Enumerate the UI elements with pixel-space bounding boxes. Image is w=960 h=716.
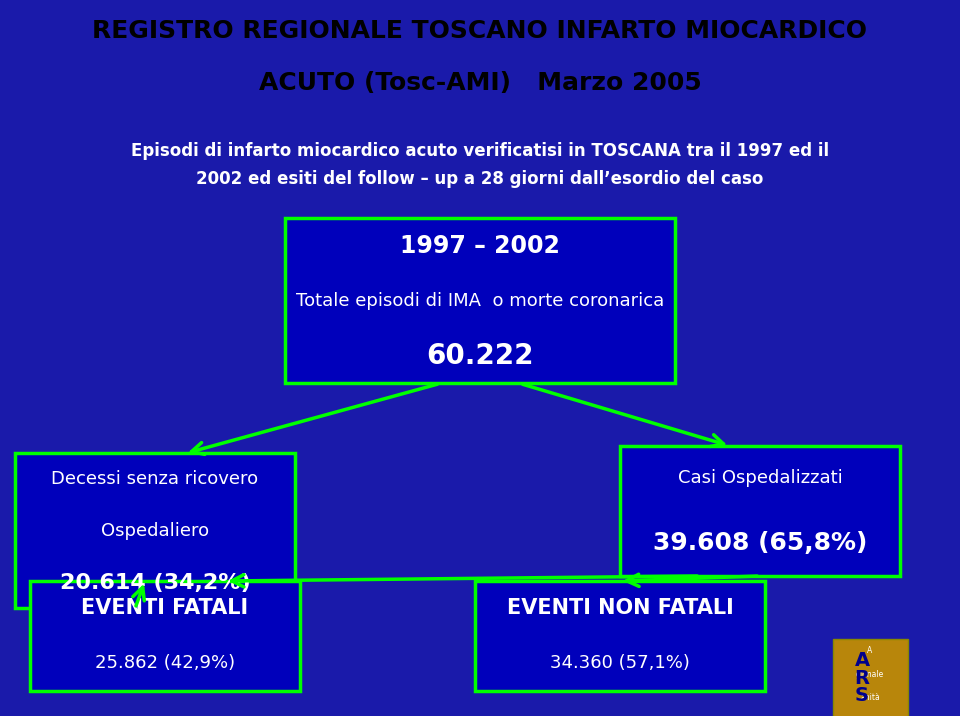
- Text: 25.862 (42,9%): 25.862 (42,9%): [95, 654, 235, 672]
- FancyBboxPatch shape: [620, 446, 900, 576]
- Text: 20.614 (34,2%): 20.614 (34,2%): [60, 573, 251, 593]
- FancyBboxPatch shape: [30, 581, 300, 691]
- Text: REGISTRO REGIONALE TOSCANO INFARTO MIOCARDICO: REGISTRO REGIONALE TOSCANO INFARTO MIOCA…: [92, 19, 868, 43]
- Text: 39.608 (65,8%): 39.608 (65,8%): [653, 531, 867, 556]
- Text: 34.360 (57,1%): 34.360 (57,1%): [550, 654, 690, 672]
- Text: A: A: [854, 651, 870, 670]
- Text: S: S: [855, 686, 869, 705]
- FancyBboxPatch shape: [832, 639, 907, 716]
- Text: Totale episodi di IMA  o morte coronarica: Totale episodi di IMA o morte coronarica: [296, 292, 664, 310]
- Text: Ospedaliero: Ospedaliero: [101, 522, 209, 540]
- Text: Episodi di infarto miocardico acuto verificatisi in TOSCANA tra il 1997 ed il: Episodi di infarto miocardico acuto veri…: [131, 142, 829, 160]
- Text: anità: anità: [860, 693, 880, 702]
- Text: R: R: [854, 669, 870, 688]
- FancyBboxPatch shape: [475, 581, 765, 691]
- Text: 2002 ed esiti del follow – up a 28 giorni dall’esordio del caso: 2002 ed esiti del follow – up a 28 giorn…: [196, 170, 764, 188]
- Text: 60.222: 60.222: [426, 342, 534, 370]
- Text: Casi Ospedalizzati: Casi Ospedalizzati: [678, 470, 842, 488]
- FancyBboxPatch shape: [285, 218, 675, 384]
- Text: A: A: [868, 646, 873, 655]
- FancyBboxPatch shape: [15, 453, 295, 609]
- Text: 1997 – 2002: 1997 – 2002: [400, 234, 560, 258]
- Text: Decessi senza ricovero: Decessi senza ricovero: [52, 470, 258, 488]
- Text: EVENTI NON FATALI: EVENTI NON FATALI: [507, 599, 733, 619]
- Text: gionale: gionale: [856, 669, 884, 679]
- Text: EVENTI FATALI: EVENTI FATALI: [82, 599, 249, 619]
- Text: ACUTO (Tosc-AMI)   Marzo 2005: ACUTO (Tosc-AMI) Marzo 2005: [258, 71, 702, 95]
